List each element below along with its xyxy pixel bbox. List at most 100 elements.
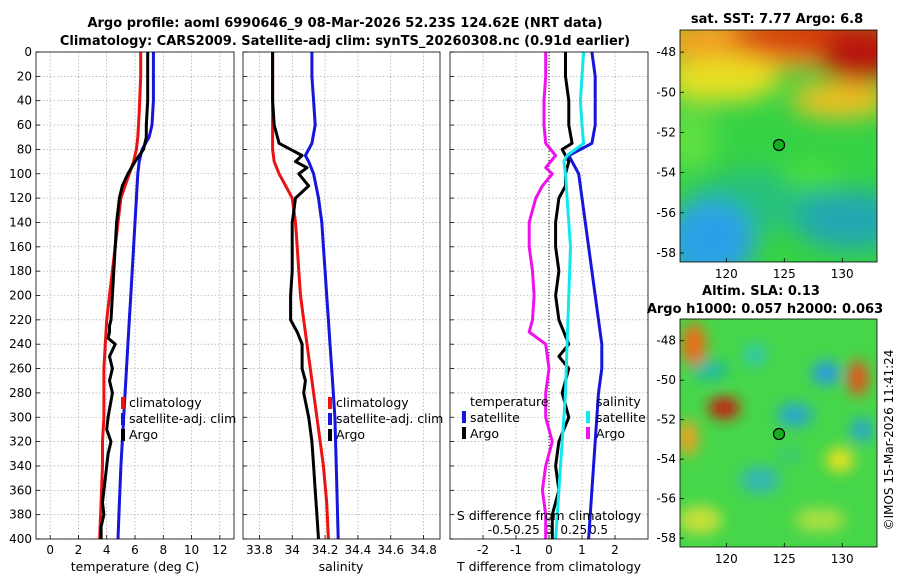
legend-t-satellite-swatch bbox=[462, 411, 466, 423]
series-line-satellite-adj-clim bbox=[303, 52, 340, 540]
legend-s-satellite-swatch bbox=[586, 411, 590, 423]
title-line1: Argo profile: aoml 6990646_9 08-Mar-2026… bbox=[87, 16, 602, 31]
legend-s-satellite-label: satellite bbox=[596, 410, 646, 425]
legend-salinity-header: salinity bbox=[596, 394, 641, 409]
salinity-xlabel: salinity bbox=[319, 559, 364, 574]
sla-argo-marker bbox=[772, 427, 786, 441]
legend-t-satellite-label: satellite bbox=[470, 410, 520, 425]
y-tick-label: 320 bbox=[9, 435, 32, 449]
y-tick-label: 360 bbox=[9, 483, 32, 497]
series-line-argo bbox=[99, 52, 150, 539]
sst-argo-marker bbox=[772, 138, 786, 152]
map-y-tick-label: -50 bbox=[656, 85, 676, 99]
temperature-legend: climatology satellite-adj. clim Argo bbox=[121, 395, 236, 442]
y-tick-label: 100 bbox=[9, 167, 32, 181]
map-x-tick-label: 120 bbox=[715, 267, 738, 281]
map-y-tick-label: -48 bbox=[656, 334, 676, 348]
legend-t-argo-label: Argo bbox=[470, 426, 499, 441]
sla-map-title: Altim. SLA: 0.13 bbox=[702, 284, 820, 299]
y-tick-label: 280 bbox=[9, 386, 32, 400]
map-x-tick-label: 125 bbox=[773, 267, 796, 281]
y-tick-label: 180 bbox=[9, 264, 32, 278]
s-tick-label: -0.5 bbox=[488, 523, 511, 537]
series-line-argo bbox=[271, 52, 320, 540]
y-tick-label: 260 bbox=[9, 362, 32, 376]
series-line-temperature-argo bbox=[550, 52, 574, 539]
sst-map: sat. SST: 7.77 Argo: 6.8 120 125 130 -48 -50… bbox=[656, 12, 878, 281]
x-tick-label: 34.4 bbox=[345, 543, 372, 557]
map-y-tick-label: -58 bbox=[656, 246, 676, 260]
series-line-salinity-argo bbox=[527, 52, 558, 539]
temperature-panel: 0204060801001201401601802002202402602803… bbox=[9, 45, 236, 574]
s-tick-label: -0.25 bbox=[509, 523, 540, 537]
x-tick-label: 0 bbox=[46, 543, 54, 557]
legend-climatology-label: climatology bbox=[336, 395, 409, 410]
legend-satellite-label: satellite-adj. clim bbox=[336, 411, 443, 426]
x-tick-label: -1 bbox=[510, 543, 522, 557]
map-y-tick-label: -56 bbox=[656, 206, 676, 220]
difference-panel: -2 -1 0 1 2 -0.5-0.25 0 0.25 0.5 temperature sat… bbox=[449, 51, 649, 574]
legend-satellite-label: satellite-adj. clim bbox=[129, 411, 236, 426]
x-tick-label: 34.8 bbox=[410, 543, 437, 557]
legend-t-argo-swatch bbox=[462, 427, 466, 439]
x-tick-label: -2 bbox=[477, 543, 489, 557]
legend-s-argo-swatch bbox=[586, 427, 590, 439]
s-tick-label: 0.25 bbox=[560, 523, 587, 537]
map-y-tick-label: -58 bbox=[656, 531, 676, 545]
series-line-salinity-satellite bbox=[554, 51, 586, 540]
s-tick-label: 0.5 bbox=[589, 523, 608, 537]
map-y-tick-label: -48 bbox=[656, 45, 676, 59]
series-line-temperature-satellite bbox=[567, 51, 604, 540]
y-tick-label: 60 bbox=[17, 118, 32, 132]
legend-argo-label: Argo bbox=[129, 427, 158, 442]
temperature-axes-frame bbox=[35, 51, 235, 540]
legend-s-argo-label: Argo bbox=[596, 426, 625, 441]
x-tick-label: 4 bbox=[103, 543, 111, 557]
sla-map-frame bbox=[679, 318, 878, 548]
legend-climatology-swatch bbox=[121, 397, 125, 409]
sla-map: Altim. SLA: 0.13 Argo h1000: 0.057 h2000… bbox=[647, 284, 883, 566]
legend-argo-label: Argo bbox=[336, 427, 365, 442]
sst-map-title: sat. SST: 7.77 Argo: 6.8 bbox=[691, 12, 863, 27]
legend-temperature-header: temperature bbox=[470, 394, 549, 409]
x-tick-label: 33.8 bbox=[246, 543, 273, 557]
x-tick-label: 34 bbox=[285, 543, 300, 557]
map-x-tick-label: 130 bbox=[831, 552, 854, 566]
salinity-panel: 33.8 34 34.2 34.4 34.6 34.8 climatology satel… bbox=[242, 51, 443, 574]
map-y-tick-label: -52 bbox=[656, 125, 676, 139]
difference-legend: temperature satellite Argo salinity sate… bbox=[462, 394, 646, 441]
legend-climatology-swatch bbox=[328, 397, 332, 409]
x-tick-label: 8 bbox=[159, 543, 167, 557]
x-tick-label: 6 bbox=[131, 543, 139, 557]
legend-satellite-swatch bbox=[328, 413, 332, 425]
y-tick-label: 140 bbox=[9, 215, 32, 229]
legend-satellite-swatch bbox=[121, 413, 125, 425]
y-tick-label: 20 bbox=[17, 69, 32, 83]
y-tick-label: 380 bbox=[9, 508, 32, 522]
sla-map-subtitle: Argo h1000: 0.057 h2000: 0.063 bbox=[647, 302, 883, 317]
s-difference-axis-label: S difference from climatology bbox=[457, 508, 642, 523]
map-x-tick-label: 120 bbox=[715, 552, 738, 566]
title-line2: Climatology: CARS2009. Satellite-adj cli… bbox=[60, 34, 630, 49]
legend-climatology-label: climatology bbox=[129, 395, 202, 410]
temperature-xlabel: temperature (deg C) bbox=[71, 559, 200, 574]
legend-argo-swatch bbox=[328, 429, 332, 441]
map-y-tick-label: -50 bbox=[656, 373, 676, 387]
map-y-tick-label: -56 bbox=[656, 492, 676, 506]
x-tick-label: 34.6 bbox=[377, 543, 404, 557]
y-tick-label: 40 bbox=[17, 94, 32, 108]
y-tick-label: 300 bbox=[9, 410, 32, 424]
s-tick-label: 0 bbox=[545, 523, 553, 537]
y-tick-label: 80 bbox=[17, 142, 32, 156]
x-tick-label: 0 bbox=[545, 543, 553, 557]
x-tick-label: 10 bbox=[184, 543, 199, 557]
map-y-tick-label: -54 bbox=[656, 166, 676, 180]
t-difference-xlabel: T difference from climatology bbox=[456, 559, 642, 574]
x-tick-label: 34.2 bbox=[312, 543, 339, 557]
y-tick-label: 340 bbox=[9, 459, 32, 473]
series-line-climatology bbox=[271, 52, 330, 540]
x-tick-label: 1 bbox=[578, 543, 586, 557]
y-tick-label: 200 bbox=[9, 289, 32, 303]
y-tick-label: 220 bbox=[9, 313, 32, 327]
